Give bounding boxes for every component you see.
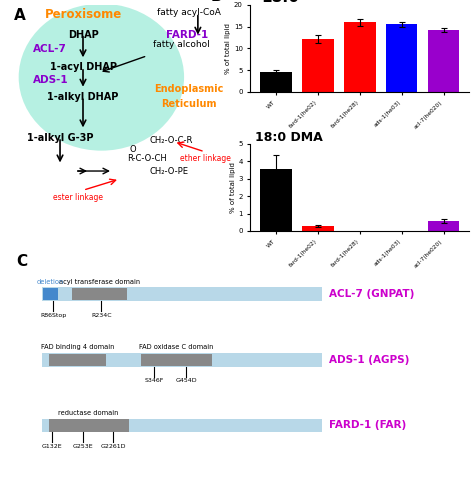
Text: 1-acyl DHAP: 1-acyl DHAP bbox=[49, 62, 117, 72]
Bar bbox=[48, 420, 129, 432]
Bar bbox=[260, 169, 292, 231]
Text: G2261D: G2261D bbox=[100, 444, 126, 449]
Bar bbox=[42, 288, 322, 301]
Text: CH₂-O-C-R: CH₂-O-C-R bbox=[150, 136, 193, 145]
Text: ADS-1: ADS-1 bbox=[32, 75, 68, 85]
Bar bbox=[72, 288, 127, 300]
Text: DHAP: DHAP bbox=[68, 30, 99, 40]
Text: FAD oxidase C domain: FAD oxidase C domain bbox=[139, 344, 213, 350]
Text: fatty acyl-CoA: fatty acyl-CoA bbox=[157, 8, 220, 17]
Text: 18:0: 18:0 bbox=[261, 0, 300, 5]
Text: FARD-1: FARD-1 bbox=[166, 30, 208, 40]
Text: G132E: G132E bbox=[41, 444, 62, 449]
Bar bbox=[48, 354, 106, 366]
Text: 1-alkyl G-3P: 1-alkyl G-3P bbox=[27, 132, 93, 143]
Text: acyl transferase domain: acyl transferase domain bbox=[59, 279, 140, 285]
Text: Reticulum: Reticulum bbox=[161, 99, 217, 108]
Text: B: B bbox=[211, 0, 223, 4]
Text: S346F: S346F bbox=[145, 378, 164, 384]
Text: G454D: G454D bbox=[176, 378, 197, 384]
Bar bbox=[386, 24, 418, 92]
Text: C: C bbox=[17, 253, 27, 269]
Text: Endoplasmic: Endoplasmic bbox=[154, 84, 223, 94]
Bar bbox=[260, 72, 292, 92]
Bar bbox=[42, 419, 322, 432]
Bar bbox=[428, 221, 459, 231]
Y-axis label: % of total lipid: % of total lipid bbox=[225, 23, 231, 74]
Text: ADS-1 (AGPS): ADS-1 (AGPS) bbox=[329, 355, 410, 365]
Ellipse shape bbox=[18, 4, 184, 151]
Text: reductase domain: reductase domain bbox=[58, 410, 119, 416]
Text: ACL-7: ACL-7 bbox=[32, 44, 66, 54]
Text: G253E: G253E bbox=[73, 444, 93, 449]
Text: ester linkage: ester linkage bbox=[54, 192, 103, 202]
Bar bbox=[344, 22, 375, 92]
Text: O: O bbox=[129, 145, 136, 154]
Text: R234C: R234C bbox=[91, 313, 112, 318]
Bar bbox=[43, 288, 58, 300]
Bar bbox=[302, 39, 334, 92]
Text: deletion: deletion bbox=[36, 279, 64, 285]
Text: ether linkage: ether linkage bbox=[181, 154, 231, 163]
Text: R86Stop: R86Stop bbox=[40, 313, 66, 318]
Text: CH₂-O-PE: CH₂-O-PE bbox=[150, 167, 189, 176]
Text: R-C-O-CH: R-C-O-CH bbox=[127, 154, 166, 163]
Text: FAD binding 4 domain: FAD binding 4 domain bbox=[41, 344, 114, 350]
Text: Peroxisome: Peroxisome bbox=[45, 8, 122, 21]
Text: fatty alcohol: fatty alcohol bbox=[154, 40, 210, 49]
Bar bbox=[42, 353, 322, 367]
Y-axis label: % of total lipid: % of total lipid bbox=[229, 162, 236, 213]
Bar bbox=[140, 354, 212, 366]
Text: 1-alkyl DHAP: 1-alkyl DHAP bbox=[47, 92, 118, 102]
Bar bbox=[302, 226, 334, 231]
Text: A: A bbox=[14, 8, 26, 23]
Text: 18:0 DMA: 18:0 DMA bbox=[255, 131, 323, 144]
Text: ACL-7 (GNPAT): ACL-7 (GNPAT) bbox=[329, 289, 414, 299]
Text: FARD-1 (FAR): FARD-1 (FAR) bbox=[329, 420, 406, 431]
Bar bbox=[428, 30, 459, 92]
